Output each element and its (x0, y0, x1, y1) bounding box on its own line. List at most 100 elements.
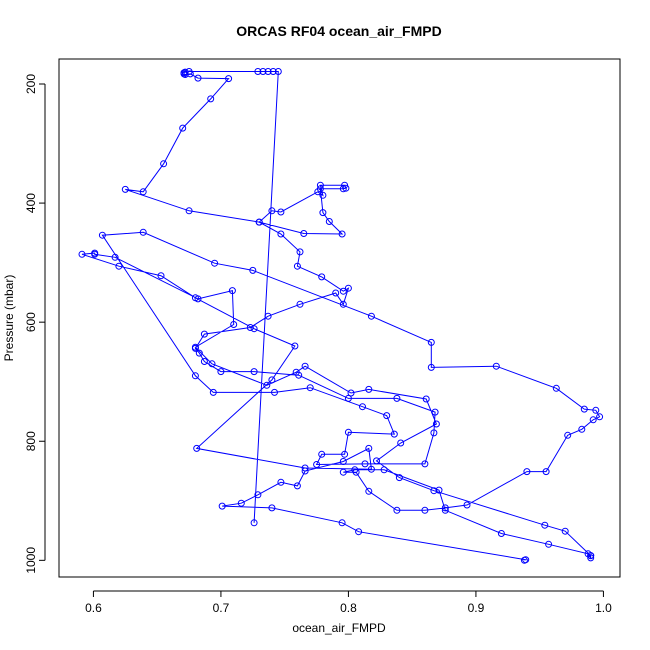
data-point (542, 468, 550, 476)
y-tick-label: 200 (24, 74, 38, 94)
data-point (191, 343, 199, 351)
data-point (380, 466, 388, 474)
x-tick-label: 0.9 (468, 601, 485, 615)
data-point (268, 376, 276, 384)
data-point (314, 188, 322, 196)
data-point (355, 528, 363, 536)
data-point (269, 68, 277, 75)
data-point (263, 381, 271, 389)
y-tick-label: 800 (24, 431, 38, 451)
data-point (313, 461, 321, 468)
data-point (383, 412, 391, 420)
data-point (441, 506, 449, 514)
data-point (587, 552, 595, 560)
data-point (367, 465, 375, 473)
data-point (264, 68, 272, 75)
data-point (293, 482, 301, 490)
data-point (300, 230, 308, 237)
data-point (139, 188, 147, 196)
data-point (181, 71, 189, 78)
x-tick-label: 1.0 (595, 601, 612, 615)
x-tick-label: 0.6 (85, 601, 102, 615)
data-point (296, 248, 304, 256)
data-point (277, 478, 285, 486)
data-point (139, 228, 147, 236)
data-point (217, 368, 225, 376)
data-point (390, 430, 398, 438)
data-point (225, 75, 233, 83)
data-point (211, 259, 219, 267)
data-point (520, 556, 528, 564)
data-point (301, 362, 309, 370)
data-point (351, 466, 359, 474)
data-point (339, 287, 347, 295)
data-point (427, 363, 435, 371)
data-point (341, 450, 349, 458)
x-axis: 0.6 0.7 0.8 0.9 1.0 (85, 590, 612, 615)
data-point (301, 464, 309, 472)
data-point (185, 207, 193, 215)
data-point (121, 185, 129, 193)
series-layer (78, 68, 604, 564)
data-point (111, 253, 119, 261)
data-point (250, 368, 258, 376)
data-point (344, 284, 352, 292)
data-point (208, 360, 216, 368)
data-point (338, 519, 346, 527)
data-point (339, 468, 347, 476)
data-point (344, 394, 352, 402)
data-point (435, 486, 443, 494)
data-point (293, 262, 301, 270)
y-tick-label: 400 (24, 193, 38, 213)
data-point (255, 218, 263, 226)
data-point (191, 294, 199, 302)
y-axis: 200 400 600 800 1000 (24, 74, 46, 574)
data-point (523, 468, 531, 476)
data-point (365, 444, 373, 452)
data-point (427, 338, 435, 346)
data-point (115, 262, 123, 270)
data-point (393, 394, 401, 402)
data-point (249, 266, 257, 274)
data-point (91, 249, 99, 257)
data-point (193, 444, 201, 452)
series-line (81, 71, 601, 561)
data-point (432, 420, 440, 428)
data-point (264, 312, 272, 320)
data-point (230, 321, 238, 328)
x-axis-label: ocean_air_FMPD (292, 621, 386, 635)
data-point (592, 406, 600, 414)
data-point (186, 70, 194, 78)
data-point (347, 389, 355, 397)
data-point (200, 358, 208, 365)
data-point (254, 491, 262, 499)
x-tick-label: 0.7 (213, 601, 230, 615)
data-point (268, 207, 276, 215)
data-point (259, 68, 267, 75)
data-point (195, 349, 203, 357)
data-point (237, 499, 245, 507)
data-point (580, 405, 588, 413)
data-point (191, 372, 199, 380)
data-point (561, 527, 569, 535)
data-point (492, 362, 500, 370)
data-point (271, 388, 278, 396)
y-tick-label: 1000 (24, 547, 38, 574)
data-point (318, 273, 326, 281)
data-point (332, 289, 340, 297)
data-point (339, 458, 347, 465)
y-tick-label: 600 (24, 312, 38, 332)
data-point (365, 487, 373, 495)
data-point (344, 428, 352, 436)
data-point (359, 403, 366, 411)
data-point (325, 218, 333, 225)
data-point (395, 474, 403, 482)
data-point (365, 385, 373, 393)
data-point (194, 74, 202, 82)
x-tick-label: 0.8 (340, 601, 357, 615)
data-point (397, 439, 405, 447)
plot-frame (58, 58, 621, 578)
data-point (319, 209, 327, 217)
data-point (421, 460, 429, 468)
